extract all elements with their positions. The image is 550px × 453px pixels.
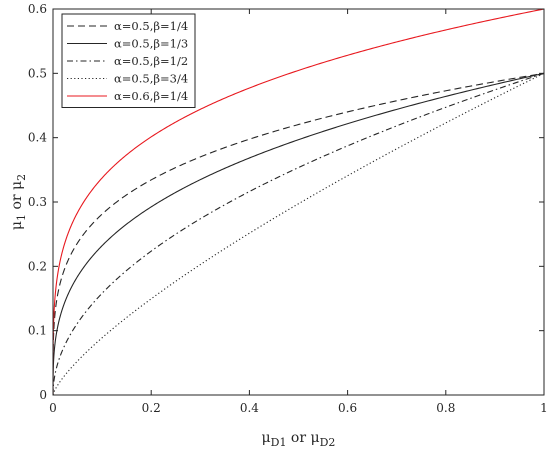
legend-label-3: α=0.5,β=1/2 bbox=[114, 54, 188, 68]
x-tick-label: 0 bbox=[49, 401, 57, 415]
legend-box bbox=[61, 13, 196, 108]
y-tick-label: 0.1 bbox=[28, 324, 47, 338]
y-tick-label: 0.2 bbox=[28, 259, 47, 273]
x-tick-label: 1 bbox=[540, 401, 548, 415]
y-tick-label: 0 bbox=[39, 388, 47, 402]
y-tick-label: 0.4 bbox=[28, 131, 47, 145]
series-line-2 bbox=[53, 72, 544, 395]
y-tick-label: 0.6 bbox=[28, 2, 47, 16]
y-tick-label: 0.5 bbox=[28, 66, 47, 80]
x-tick-label: 0.8 bbox=[436, 401, 455, 415]
x-axis-label: μD1 or μD2 bbox=[262, 430, 336, 449]
x-tick-label: 0.6 bbox=[338, 401, 357, 415]
legend-label-5: α=0.6,β=1/4 bbox=[114, 89, 188, 103]
x-tick-label: 0.4 bbox=[240, 401, 259, 415]
series-line-1 bbox=[53, 72, 544, 395]
y-axis-label: μ1 or μ2 bbox=[9, 174, 28, 230]
legend-label-2: α=0.5,β=1/3 bbox=[114, 37, 188, 51]
x-tick-label: 0.2 bbox=[142, 401, 161, 415]
y-tick-label: 0.3 bbox=[28, 195, 47, 209]
legend-label-1: α=0.5,β=1/4 bbox=[114, 19, 188, 33]
series-line-5 bbox=[53, 9, 544, 395]
legend-label-4: α=0.5,β=3/4 bbox=[114, 72, 188, 86]
series-line-3 bbox=[53, 72, 544, 395]
